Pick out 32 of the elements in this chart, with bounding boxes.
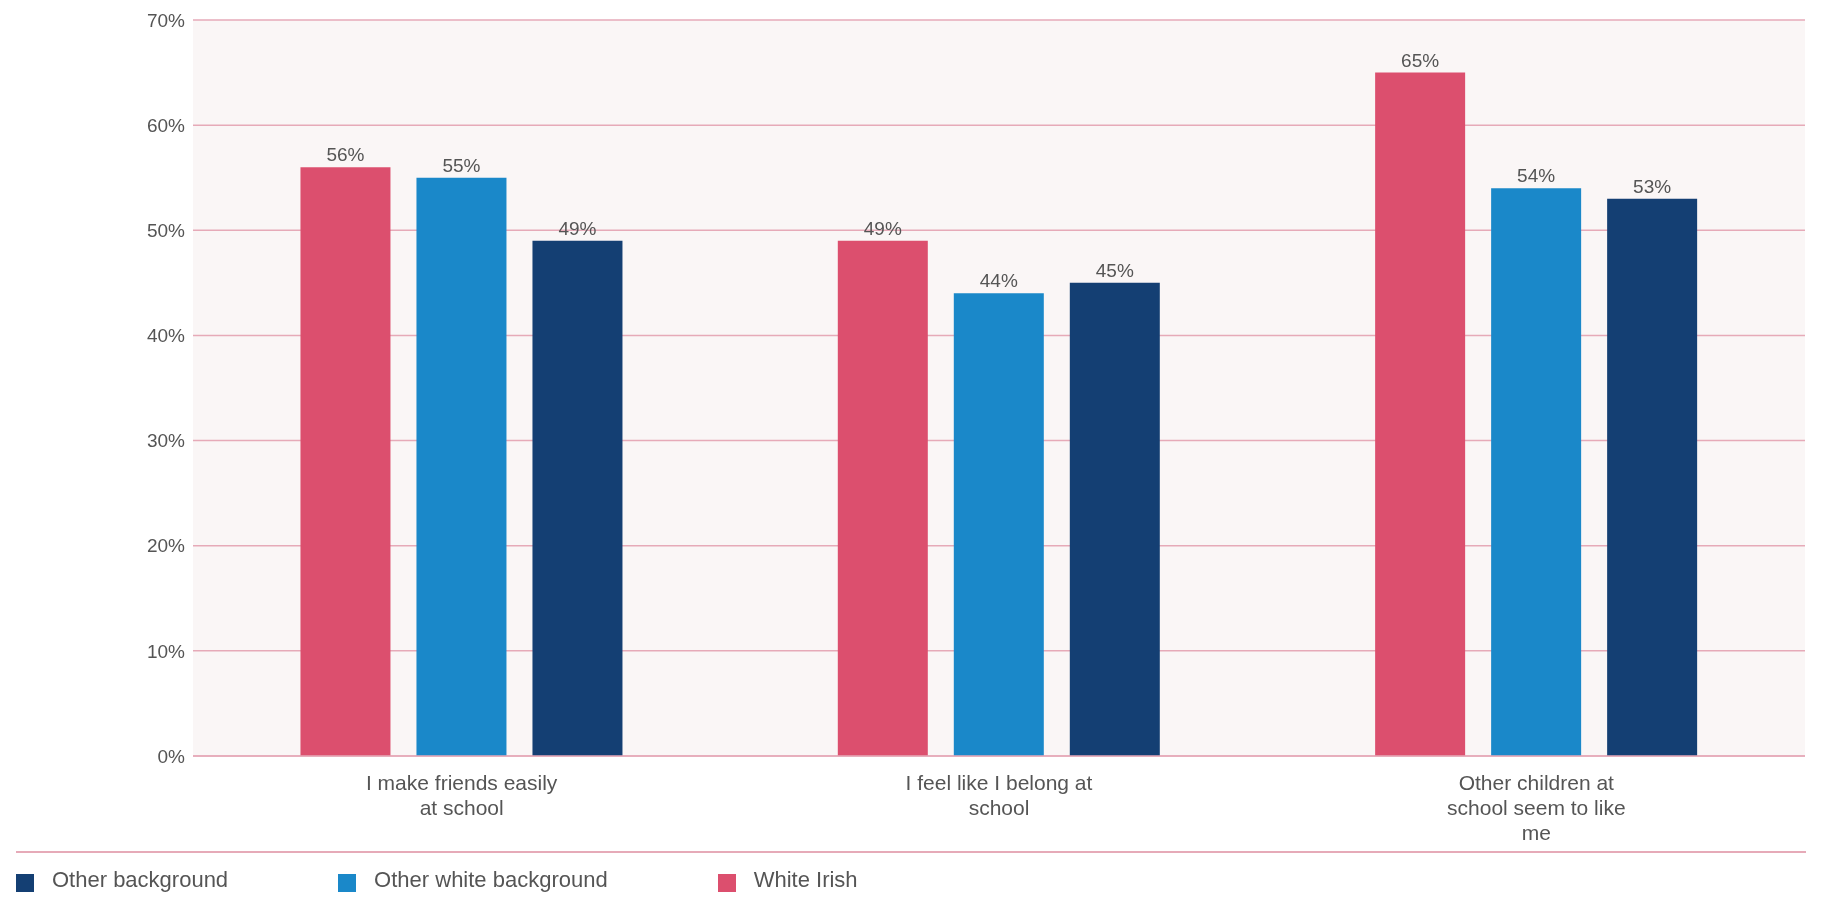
data-label: 54% [1517, 165, 1556, 187]
data-label: 49% [863, 217, 902, 239]
bar [1069, 282, 1160, 756]
bar [1375, 72, 1466, 756]
data-label: 55% [442, 154, 481, 176]
data-label: 49% [558, 217, 597, 239]
y-tick-label: 20% [146, 535, 186, 557]
y-tick-label: 70% [146, 9, 186, 31]
x-tick-label: I make friends easily at school [365, 771, 558, 819]
bar [837, 240, 928, 756]
bar [416, 177, 507, 756]
y-tick-label: 40% [146, 325, 186, 347]
data-label: 65% [1401, 49, 1440, 71]
y-tick-label: 30% [146, 430, 186, 452]
y-tick-label: 50% [146, 220, 186, 242]
data-label: 45% [1095, 259, 1134, 281]
data-label: 44% [979, 270, 1018, 292]
bar [1491, 188, 1582, 756]
y-tick-label: 10% [146, 640, 186, 662]
data-label: 53% [1633, 175, 1672, 197]
legend-label: White Irish [753, 867, 858, 892]
legend-label: Other background [52, 867, 229, 892]
y-tick-label: 0% [157, 745, 186, 767]
x-tick-label: Other children at school seem to like me [1447, 771, 1626, 844]
bar [300, 167, 391, 756]
x-tick-label: I feel like I belong at school [905, 771, 1093, 819]
bar [953, 293, 1044, 756]
bar [532, 240, 623, 756]
bar [1607, 198, 1698, 756]
data-label: 56% [326, 144, 365, 166]
y-tick-label: 60% [146, 114, 186, 136]
legend-label: Other white background [374, 867, 608, 892]
